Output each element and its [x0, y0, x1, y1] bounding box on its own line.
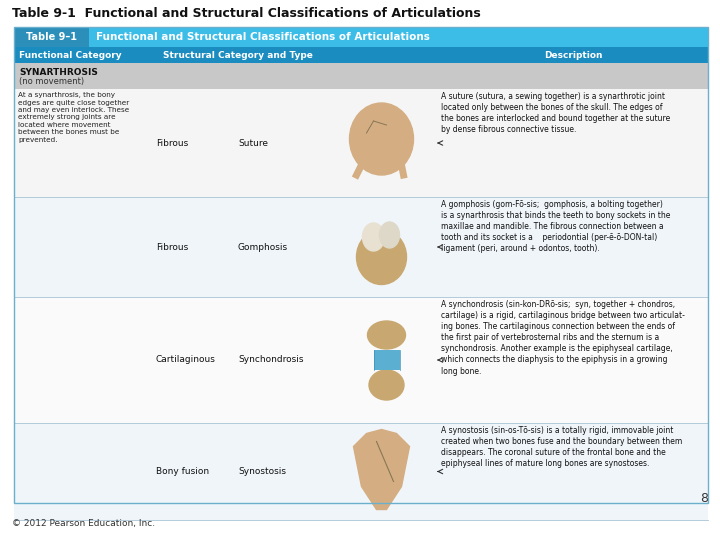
Text: Functional Category: Functional Category [19, 51, 122, 59]
Text: Suture: Suture [238, 138, 268, 147]
Text: Synostosis: Synostosis [238, 467, 286, 476]
Bar [14, 27, 708, 503]
Text: Fibrous: Fibrous [156, 242, 188, 252]
Text: Table 9–1: Table 9–1 [26, 32, 77, 42]
Bar [14, 423, 708, 520]
Text: At a synarthrosis, the bony
edges are quite close together
and may even interloc: At a synarthrosis, the bony edges are qu… [18, 92, 130, 143]
Polygon shape [354, 429, 410, 510]
Bar [14, 89, 708, 197]
Bar [14, 197, 708, 297]
Text: Cartilaginous: Cartilaginous [156, 355, 216, 364]
Bar [14, 63, 708, 89]
Bar [14, 27, 89, 47]
Text: Synchondrosis: Synchondrosis [238, 355, 304, 364]
Text: Table 9-1  Functional and Structural Classifications of Articulations: Table 9-1 Functional and Structural Clas… [12, 7, 481, 20]
Bar [14, 47, 708, 63]
Text: 8: 8 [700, 491, 708, 504]
Ellipse shape [356, 230, 407, 285]
Text: SYNARTHROSIS: SYNARTHROSIS [19, 68, 98, 77]
Text: A synchondrosis (sin-kon-DRō-sis;  syn, together + chondros,
cartilage) is a rig: A synchondrosis (sin-kon-DRō-sis; syn, t… [441, 300, 685, 376]
Text: © 2012 Pearson Education, Inc.: © 2012 Pearson Education, Inc. [12, 519, 155, 528]
Ellipse shape [349, 103, 413, 175]
Bar [14, 27, 708, 503]
Ellipse shape [362, 223, 384, 251]
Text: Gomphosis: Gomphosis [238, 242, 288, 252]
Text: Fibrous: Fibrous [156, 138, 188, 147]
Text: A synostosis (sin-os-Tō-sis) is a totally rigid, immovable joint
created when tw: A synostosis (sin-os-Tō-sis) is a totall… [441, 426, 683, 468]
Text: A gomphosis (gom-Fō-sis;  gomphosis, a bolting together)
is a synarthrosis that : A gomphosis (gom-Fō-sis; gomphosis, a bo… [441, 200, 670, 253]
Bar [374, 350, 400, 370]
Text: Bony fusion: Bony fusion [156, 467, 209, 476]
Ellipse shape [367, 321, 405, 349]
Text: (no movement): (no movement) [19, 77, 84, 86]
Text: Structural Category and Type: Structural Category and Type [163, 51, 313, 59]
Ellipse shape [379, 222, 400, 248]
Text: Functional and Structural Classifications of Articulations: Functional and Structural Classification… [96, 32, 430, 42]
Ellipse shape [369, 370, 404, 400]
Text: Description: Description [544, 51, 603, 59]
Text: A suture (sutura, a sewing together) is a synarthrotic joint
located only betwee: A suture (sutura, a sewing together) is … [441, 92, 670, 134]
Bar [14, 297, 708, 423]
Bar [14, 27, 708, 47]
